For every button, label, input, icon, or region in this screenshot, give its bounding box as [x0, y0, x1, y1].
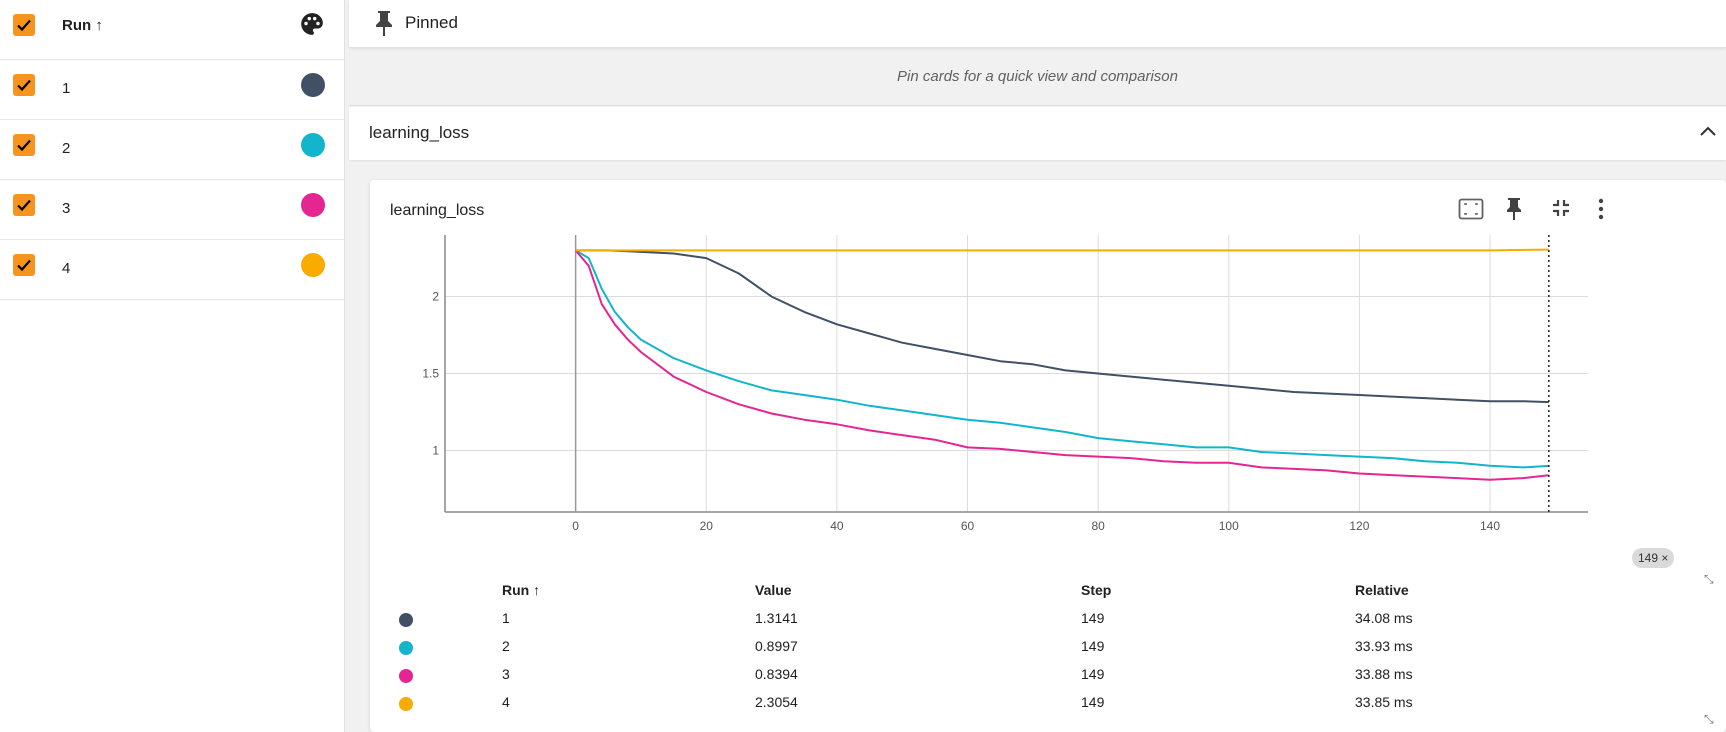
series-color-dot: [399, 669, 413, 683]
col-step-header: Step: [1081, 582, 1112, 598]
pinned-empty-hint: Pin cards for a quick view and compariso…: [349, 48, 1726, 106]
runs-panel: Run ↑ 1 2 3 4: [0, 0, 345, 732]
x-tick-label: 140: [1480, 519, 1500, 533]
row-run: 3: [502, 666, 510, 682]
more-options-button[interactable]: [1593, 194, 1623, 224]
run-2-checkbox[interactable]: [13, 134, 35, 156]
checkmark-icon: [17, 139, 31, 152]
palette-icon[interactable]: [299, 11, 325, 37]
fit-domain-button[interactable]: [1455, 194, 1485, 224]
col-value-header: Value: [755, 582, 792, 598]
table-row: 1 1.3141 149 34.08 ms: [370, 610, 1726, 638]
checkmark-icon: [17, 79, 31, 92]
series-line-run-4: [575, 248, 1549, 252]
run-label: 3: [62, 200, 71, 217]
series-line-run-2: [575, 249, 1549, 469]
fit-to-data-icon: [1458, 198, 1484, 220]
row-relative: 33.88 ms: [1355, 666, 1413, 682]
pin-icon: [1507, 198, 1521, 220]
group-header-learning-loss[interactable]: learning_loss: [349, 107, 1726, 160]
run-3-checkbox[interactable]: [13, 194, 35, 216]
table-header-row: Run ↑ Value Step Relative: [370, 582, 1726, 610]
run-row-3[interactable]: 3: [0, 180, 344, 240]
row-value: 0.8394: [755, 666, 798, 682]
row-run: 4: [502, 694, 510, 710]
table-row: 4 2.3054 149 33.85 ms: [370, 694, 1726, 722]
x-tick-label: 60: [961, 519, 975, 533]
run-row-1[interactable]: 1: [0, 60, 344, 120]
select-all-checkbox[interactable]: [13, 14, 35, 36]
more-vert-icon: [1598, 198, 1604, 220]
pin-icon: [376, 11, 392, 36]
x-tick-label: 80: [1091, 519, 1105, 533]
group-title: learning_loss: [369, 123, 470, 142]
row-relative: 34.08 ms: [1355, 610, 1413, 626]
y-tick-label: 1.5: [422, 367, 439, 381]
card-title: learning_loss: [390, 202, 485, 219]
row-run: 1: [502, 610, 510, 626]
row-value: 1.3141: [755, 610, 798, 626]
pin-card-button[interactable]: [1501, 194, 1531, 224]
table-row: 3 0.8394 149 33.88 ms: [370, 666, 1726, 694]
x-tick-label: 0: [572, 519, 579, 533]
line-chart[interactable]: 0 20 40 60 80 100 120 140 1 1.5 2: [370, 230, 1726, 570]
x-tick-label: 20: [700, 519, 714, 533]
run-2-color-swatch[interactable]: [301, 133, 325, 157]
series-line-run-1: [575, 249, 1549, 404]
y-tick-label: 2: [432, 290, 439, 304]
table-row: 2 0.8997 149 33.93 ms: [370, 638, 1726, 666]
run-row-4[interactable]: 4: [0, 240, 344, 300]
row-step: 149: [1081, 610, 1105, 626]
checkmark-icon: [17, 259, 31, 272]
x-tick-label: 120: [1349, 519, 1369, 533]
row-run: 2: [502, 638, 510, 654]
row-value: 2.3054: [755, 694, 798, 710]
runs-header-row: Run ↑: [0, 0, 344, 60]
checkmark-icon: [17, 19, 31, 32]
run-label: 1: [62, 80, 71, 97]
run-4-checkbox[interactable]: [13, 254, 35, 276]
collapse-card-button[interactable]: [1547, 194, 1577, 224]
row-step: 149: [1081, 638, 1105, 654]
run-label: 2: [62, 140, 71, 157]
series-line-run-3: [574, 249, 1549, 481]
chevron-up-icon[interactable]: [1699, 125, 1717, 137]
run-4-color-swatch[interactable]: [301, 253, 325, 277]
series-color-dot: [399, 697, 413, 711]
y-tick-label: 1: [432, 443, 439, 457]
checkmark-icon: [17, 199, 31, 212]
pinned-title: Pinned: [405, 13, 458, 32]
row-step: 149: [1081, 694, 1105, 710]
row-relative: 33.85 ms: [1355, 694, 1413, 710]
run-row-2[interactable]: 2: [0, 120, 344, 180]
run-sort-header[interactable]: Run ↑: [62, 17, 103, 34]
fullscreen-exit-icon: [1553, 200, 1569, 216]
run-label: 4: [62, 260, 71, 277]
resize-handle-icon[interactable]: ⤡: [1704, 572, 1714, 586]
scalar-card: learning_loss: [370, 180, 1726, 732]
step-selector-chip[interactable]: 149 ×: [1632, 548, 1675, 568]
row-value: 0.8997: [755, 638, 798, 654]
series-color-dot: [399, 613, 413, 627]
main-area: Pinned Pin cards for a quick view and co…: [349, 0, 1726, 732]
x-tick-label: 100: [1219, 519, 1239, 533]
run-1-color-swatch[interactable]: [301, 73, 325, 97]
row-step: 149: [1081, 666, 1105, 682]
col-run-header[interactable]: Run ↑: [502, 582, 541, 598]
pinned-section-header: Pinned: [349, 0, 1726, 48]
run-1-checkbox[interactable]: [13, 74, 35, 96]
x-tick-label: 40: [830, 519, 844, 533]
series-color-dot: [399, 641, 413, 655]
row-relative: 33.93 ms: [1355, 638, 1413, 654]
col-relative-header: Relative: [1355, 582, 1409, 598]
run-3-color-swatch[interactable]: [301, 193, 325, 217]
resize-handle-icon[interactable]: ⤡: [1704, 712, 1714, 726]
